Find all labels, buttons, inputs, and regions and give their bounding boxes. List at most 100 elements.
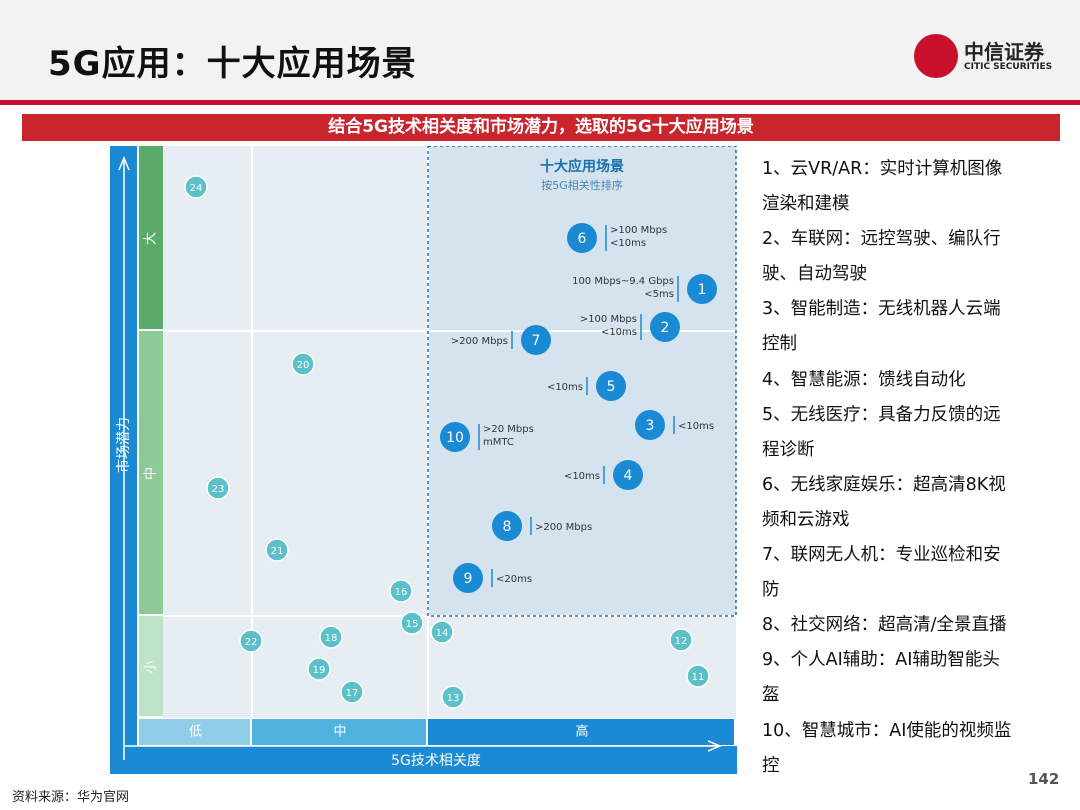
point-top-8: [492, 511, 522, 541]
spec-label: <10ms: [547, 382, 583, 393]
list-item: 8、社交网络：超高清/全景直播: [762, 615, 1007, 636]
point-label: 10: [446, 430, 464, 446]
spec-label: <10ms: [678, 421, 714, 432]
x-band-label: 低: [189, 725, 202, 740]
list-item: 控: [762, 755, 780, 776]
y-band-label: 大: [144, 232, 159, 245]
source-note: 资料来源：华为官网: [12, 790, 130, 805]
list-item: 6、无线家庭娱乐：超高清8K视: [762, 474, 1006, 495]
point-other-15: [400, 611, 424, 635]
y-band: [139, 331, 163, 614]
point-label: 22: [245, 637, 258, 648]
y-axis-arrow: [118, 156, 130, 171]
point-top-6: [567, 223, 597, 253]
point-label: 23: [212, 484, 225, 495]
point-other-21: [265, 538, 289, 562]
point-other-19: [307, 657, 331, 681]
logo-cn-text: 中信证券: [964, 40, 1044, 64]
x-axis-arrow: [707, 740, 722, 752]
list-item: 频和云游戏: [762, 509, 850, 530]
point-label: 7: [532, 333, 541, 349]
point-top-2: [650, 312, 680, 342]
x-axis-bar: [110, 746, 737, 774]
spec-label: >100 Mbps: [610, 225, 667, 236]
point-label: 16: [395, 587, 408, 598]
list-item: 4、智慧能源：馈线自动化: [762, 369, 966, 390]
highlight-title: 十大应用场景: [540, 158, 624, 175]
x-band: [139, 719, 250, 745]
citic-logo-mark: [914, 34, 958, 78]
list-item: 防: [762, 580, 780, 601]
spec-label: <10ms: [610, 238, 646, 249]
point-label: 14: [436, 628, 449, 639]
y-axis-title: 市场潜力: [115, 417, 132, 473]
point-top-7: [521, 325, 551, 355]
point-other-22: [239, 629, 263, 653]
x-band: [252, 719, 426, 745]
point-label: 1: [698, 282, 707, 298]
point-top-9: [453, 563, 483, 593]
point-other-24: [184, 175, 208, 199]
page-number: 142: [1028, 770, 1060, 788]
header-band: [0, 0, 1080, 100]
highlight-region: [428, 146, 736, 616]
point-label: 15: [406, 619, 419, 630]
spec-label: >200 Mbps: [451, 336, 508, 347]
subtitle-bar: 结合5G技术相关度和市场潜力，选取的5G十大应用场景: [22, 114, 1060, 141]
point-label: 8: [503, 519, 512, 535]
list-item: 3、智能制造：无线机器人云端: [762, 299, 1001, 320]
x-band: [428, 719, 734, 745]
scenario-list: 1、云VR/AR：实时计算机图像 渲染和建模 2、车联网：远控驾驶、编队行 驶、…: [762, 152, 1062, 784]
header-divider: [0, 100, 1080, 105]
spec-label: 100 Mbps~9.4 Gbps: [572, 276, 674, 287]
x-band-label: 高: [575, 724, 588, 740]
scenario-matrix-chart: 大中小低中高5G技术相关度市场潜力十大应用场景按5G相关性排序1100 Mbps…: [110, 146, 737, 774]
list-item: 盔: [762, 685, 780, 706]
point-label: 13: [447, 693, 460, 704]
point-top-3: [635, 410, 665, 440]
point-top-5: [596, 371, 626, 401]
point-other-17: [340, 680, 364, 704]
x-axis-title: 5G技术相关度: [391, 753, 481, 769]
point-label: 21: [271, 546, 284, 557]
list-item: 9、个人AI辅助：AI辅助智能头: [762, 650, 1000, 671]
point-label: 19: [313, 665, 326, 676]
point-label: 17: [346, 688, 359, 699]
page-title: 5G应用：十大应用场景: [48, 44, 417, 84]
highlight-subtitle: 按5G相关性排序: [541, 178, 623, 192]
logo-en-text: CITIC SECURITIES: [964, 62, 1053, 72]
list-item: 程诊断: [762, 439, 815, 460]
point-label: 6: [578, 231, 587, 247]
point-label: 12: [675, 636, 688, 647]
y-band-label: 中: [144, 467, 159, 480]
point-label: 3: [646, 418, 655, 434]
spec-label: <10ms: [564, 471, 600, 482]
spec-label: >200 Mbps: [535, 522, 592, 533]
point-other-18: [319, 625, 343, 649]
list-item: 10、智慧城市：AI使能的视频监: [762, 720, 1012, 741]
spec-label: >20 Mbps: [483, 424, 534, 435]
point-other-16: [389, 579, 413, 603]
citic-logo: 中信证券 CITIC SECURITIES: [914, 34, 1064, 82]
list-item: 5、无线医疗：具备力反馈的远: [762, 404, 1001, 425]
point-other-11: [686, 664, 710, 688]
point-label: 9: [464, 571, 473, 587]
point-other-14: [430, 620, 454, 644]
y-band: [139, 146, 163, 329]
spec-label: <20ms: [496, 574, 532, 585]
highlight-border: [427, 146, 737, 617]
point-top-4: [613, 460, 643, 490]
list-item: 渲染和建模: [762, 194, 850, 215]
point-label: 24: [190, 183, 203, 194]
point-other-23: [206, 476, 230, 500]
spec-label: <10ms: [601, 327, 637, 338]
point-label: 5: [607, 379, 616, 395]
point-label: 18: [325, 633, 338, 644]
list-item: 控制: [762, 334, 797, 355]
point-label: 11: [692, 672, 705, 683]
y-band-label: 小: [144, 660, 159, 673]
list-item: 2、车联网：远控驾驶、编队行: [762, 229, 1001, 250]
point-top-1: [687, 274, 717, 304]
point-top-10: [440, 422, 470, 452]
point-label: 20: [297, 360, 310, 371]
